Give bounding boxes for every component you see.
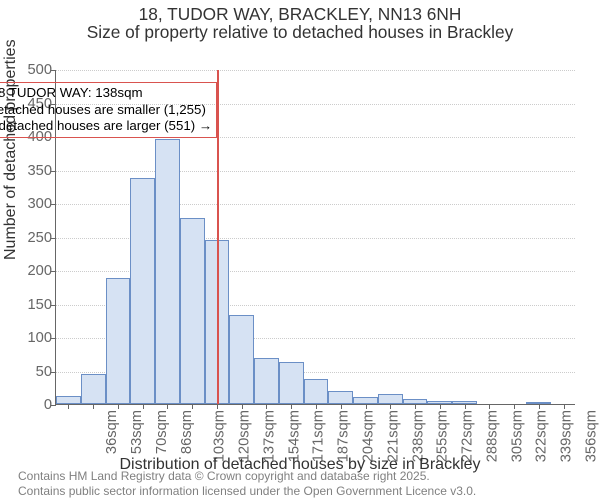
xtick-label: 103sqm [212,410,228,462]
histogram-bar [130,178,155,404]
xtick-mark [68,404,69,409]
ytick-label: 0 [44,397,52,413]
reference-line [217,70,219,404]
annotation-line: ← 69% of detached houses are smaller (1,… [0,102,212,119]
footer-line-2: Contains public sector information licen… [18,484,476,498]
ytick-label: 250 [27,230,52,246]
xtick-mark [167,404,168,409]
histogram-bar [353,397,378,404]
xtick-label: 204sqm [360,410,376,462]
xtick-mark [489,404,490,409]
xtick-label: 86sqm [179,410,195,454]
xtick-label: 356sqm [583,410,599,462]
xtick-label: 53sqm [129,410,145,454]
xtick-label: 238sqm [410,410,426,462]
ytick-label: 300 [27,196,52,212]
xtick-mark [266,404,267,409]
xtick-mark [415,404,416,409]
xtick-label: 187sqm [336,410,352,462]
annotation-line: 18 TUDOR WAY: 138sqm [0,85,212,102]
histogram-bar [304,379,329,404]
annotation-line: 31% of semi-detached houses are larger (… [0,118,212,135]
xtick-label: 255sqm [435,410,451,462]
xtick-label: 171sqm [311,410,327,462]
xtick-label: 221sqm [385,410,401,462]
xtick-label: 154sqm [286,410,302,462]
histogram-bar [254,358,279,404]
xtick-mark [217,404,218,409]
xtick-label: 322sqm [534,410,550,462]
xtick-label: 70sqm [154,410,170,454]
xtick-mark [366,404,367,409]
xtick-label: 137sqm [261,410,277,462]
plot-area: 05010015020025030035040045050036sqm53sqm… [55,70,575,405]
xtick-mark [118,404,119,409]
ytick-label: 500 [27,62,52,78]
gridline-h [56,70,575,71]
xtick-mark [514,404,515,409]
histogram-bar [378,394,403,404]
histogram-bar [229,315,254,404]
xtick-mark [539,404,540,409]
gridline-h [56,171,575,172]
histogram-bar [81,374,106,404]
ytick-label: 350 [27,163,52,179]
footer-attribution: Contains HM Land Registry data © Crown c… [18,469,476,498]
histogram-bar [56,396,81,404]
xtick-mark [564,404,565,409]
xtick-label: 305sqm [509,410,525,462]
ytick-label: 50 [36,364,52,380]
xtick-label: 36sqm [104,410,120,454]
ytick-label: 200 [27,263,52,279]
xtick-mark [440,404,441,409]
xtick-mark [390,404,391,409]
xtick-label: 339sqm [558,410,574,462]
histogram-bar [106,278,131,404]
y-axis-label: Number of detached properties [2,39,20,260]
histogram-bar [180,218,205,404]
xtick-mark [93,404,94,409]
ytick-label: 150 [27,297,52,313]
xtick-label: 288sqm [484,410,500,462]
footer-line-1: Contains HM Land Registry data © Crown c… [18,469,476,483]
xtick-mark [242,404,243,409]
chart-subtitle: Size of property relative to detached ho… [0,22,600,43]
xtick-label: 272sqm [459,410,475,462]
xtick-mark [465,404,466,409]
xtick-mark [341,404,342,409]
xtick-label: 120sqm [236,410,252,462]
xtick-mark [143,404,144,409]
xtick-mark [192,404,193,409]
annotation-box: 18 TUDOR WAY: 138sqm← 69% of detached ho… [0,82,217,138]
xtick-mark [316,404,317,409]
histogram-bar [279,362,304,404]
ytick-label: 100 [27,330,52,346]
histogram-bar [328,391,353,404]
histogram-bar [155,139,180,404]
xtick-mark [291,404,292,409]
